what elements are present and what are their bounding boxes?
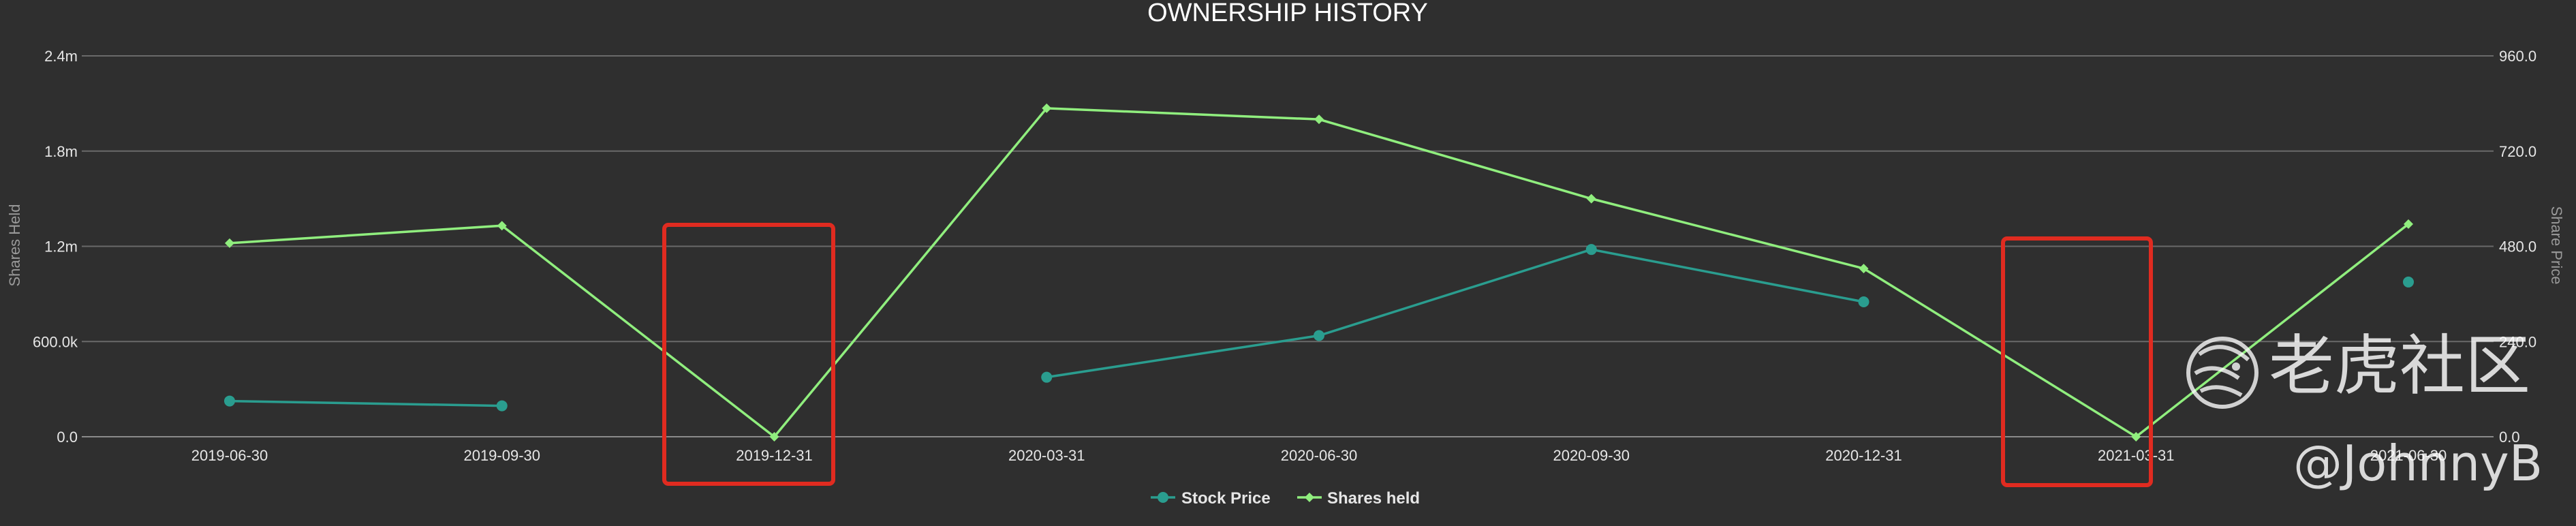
x-tick-label: 2020-03-31 <box>1008 447 1085 464</box>
data-point <box>1859 264 1869 274</box>
watermark: 老虎社区 @JohnnyB <box>2186 328 2543 492</box>
series-layer <box>224 103 2414 442</box>
x-tick-label: 2019-09-30 <box>463 447 540 464</box>
legend: Stock Price Shares held <box>1151 489 1420 508</box>
series-line <box>1046 248 1864 379</box>
series-1 <box>225 103 2413 442</box>
highlight-boxes <box>662 223 2153 487</box>
left-axis-title: Shares Held <box>6 204 23 286</box>
data-point <box>1314 330 1324 341</box>
right-tick-label: 960.0 <box>2499 48 2536 65</box>
tiger-logo-icon <box>2186 337 2259 409</box>
data-point <box>1858 296 1869 308</box>
highlight-box <box>662 223 835 486</box>
left-tick-label: 0.0 <box>57 429 78 446</box>
x-tick-label: 2019-12-31 <box>736 447 813 464</box>
data-point <box>2404 219 2413 229</box>
left-tick-label: 1.8m <box>44 143 78 160</box>
x-tick-label: 2021-03-31 <box>2098 447 2175 464</box>
data-point <box>1314 114 1324 125</box>
left-tick-label: 600.0k <box>33 333 78 350</box>
x-tick-label: 2020-06-30 <box>1281 447 1358 464</box>
watermark-brand: 老虎社区 <box>2269 328 2530 404</box>
right-axis-title: Share Price <box>2548 206 2565 285</box>
highlight-box <box>2001 236 2153 487</box>
data-point <box>1041 371 1053 383</box>
grid-lines <box>82 55 2494 437</box>
right-axis-ticks: 0.0 240.0 480.0 720.0 960.0 <box>2499 48 2536 446</box>
data-point <box>769 432 779 442</box>
left-tick-label: 2.4m <box>44 48 78 65</box>
legend-marker <box>1305 493 1314 502</box>
data-point <box>497 221 507 231</box>
data-point <box>224 395 235 407</box>
data-point <box>1585 244 1597 256</box>
right-tick-label: 480.0 <box>2499 238 2536 256</box>
legend-marker <box>1158 492 1168 503</box>
right-tick-label: 240.0 <box>2499 333 2536 350</box>
left-tick-label: 1.2m <box>44 238 78 256</box>
watermark-handle: @JohnnyB <box>2293 435 2543 492</box>
legend-label: Stock Price <box>1181 489 1271 508</box>
data-point <box>1586 194 1596 204</box>
x-tick-label: 2019-06-30 <box>191 447 268 464</box>
x-tick-label: 2020-12-31 <box>1825 447 1902 464</box>
data-point <box>2403 276 2414 288</box>
series-line <box>229 399 502 407</box>
left-axis-ticks: 0.0 600.0k 1.2m 1.8m 2.4m <box>33 48 78 446</box>
chart-title: OWNERSHIP HISTORY <box>1147 0 1428 27</box>
data-point <box>225 238 234 248</box>
data-point <box>496 400 508 412</box>
right-tick-label: 720.0 <box>2499 143 2536 160</box>
x-axis-ticks: 2019-06-30 2019-09-30 2019-12-31 2020-03-31… <box>191 447 2447 464</box>
series-line <box>229 107 2410 439</box>
x-tick-label: 2020-09-30 <box>1553 447 1630 464</box>
data-point <box>2131 432 2141 442</box>
legend-label: Shares held <box>1327 489 1420 508</box>
x-tick-label: 2021-06-30 <box>2370 447 2447 464</box>
series-0 <box>224 244 2414 412</box>
data-point <box>1042 103 1052 113</box>
right-tick-label: 0.0 <box>2499 429 2520 446</box>
